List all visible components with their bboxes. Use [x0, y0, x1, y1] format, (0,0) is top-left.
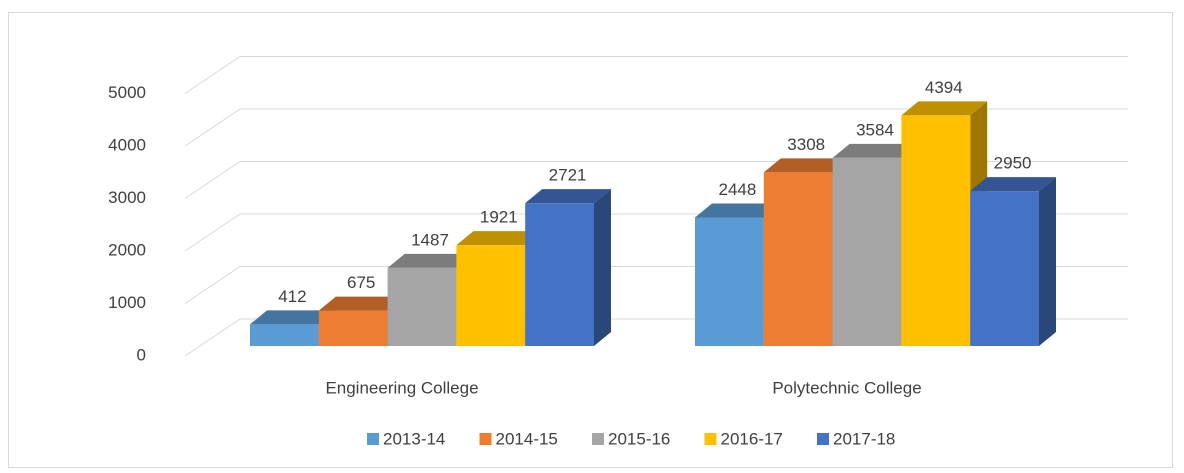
data-label: 2448	[718, 180, 756, 199]
grid-line	[184, 56, 1128, 94]
y-tick-label: 5000	[108, 83, 146, 102]
data-label: 1487	[411, 230, 449, 249]
y-tick-label: 0	[137, 345, 146, 364]
bar	[318, 310, 388, 346]
x-tick-label: Polytechnic College	[772, 378, 921, 397]
bar	[901, 115, 971, 346]
legend-label: 2013-14	[383, 429, 445, 448]
bar-side	[594, 189, 611, 346]
bar	[832, 157, 902, 346]
y-tick-label: 3000	[108, 188, 146, 207]
bar	[250, 324, 319, 346]
legend-swatch	[704, 433, 717, 445]
bar-top	[763, 158, 850, 173]
legend-label: 2017-18	[833, 429, 895, 448]
bar-top	[318, 296, 405, 311]
bar-top	[456, 231, 543, 246]
bar-top	[901, 101, 988, 116]
bar	[970, 191, 1039, 346]
bar-side	[1039, 177, 1056, 346]
data-label: 3308	[787, 135, 825, 154]
data-label: 675	[347, 273, 375, 292]
legend-swatch	[592, 433, 604, 445]
y-tick-label: 4000	[108, 135, 146, 154]
bar-top	[387, 253, 474, 268]
bar	[763, 172, 833, 346]
y-tick-label: 2000	[108, 240, 146, 259]
bar-top	[695, 203, 781, 218]
bar	[525, 203, 594, 346]
legend-label: 2015-16	[608, 429, 670, 448]
bar	[456, 245, 526, 346]
bar-top	[832, 143, 919, 158]
x-tick-label: Engineering College	[325, 378, 478, 397]
grid-line	[184, 108, 1128, 147]
legend-swatch	[367, 433, 379, 445]
bar-top	[525, 189, 611, 204]
legend-label: 2014-15	[496, 429, 558, 448]
bar-top	[970, 177, 1056, 192]
bar	[695, 217, 764, 346]
legend-swatch	[479, 433, 492, 445]
data-label: 2950	[994, 154, 1032, 173]
data-label: 2721	[549, 166, 587, 185]
bar	[387, 267, 457, 346]
legend-label: 2016-17	[721, 429, 783, 448]
y-tick-label: 1000	[108, 293, 146, 312]
data-label: 412	[278, 287, 306, 306]
bar-top	[250, 310, 336, 325]
data-label: 1921	[480, 208, 518, 227]
legend-swatch	[817, 433, 829, 445]
data-label: 3584	[856, 120, 894, 139]
data-label: 4394	[925, 78, 963, 97]
